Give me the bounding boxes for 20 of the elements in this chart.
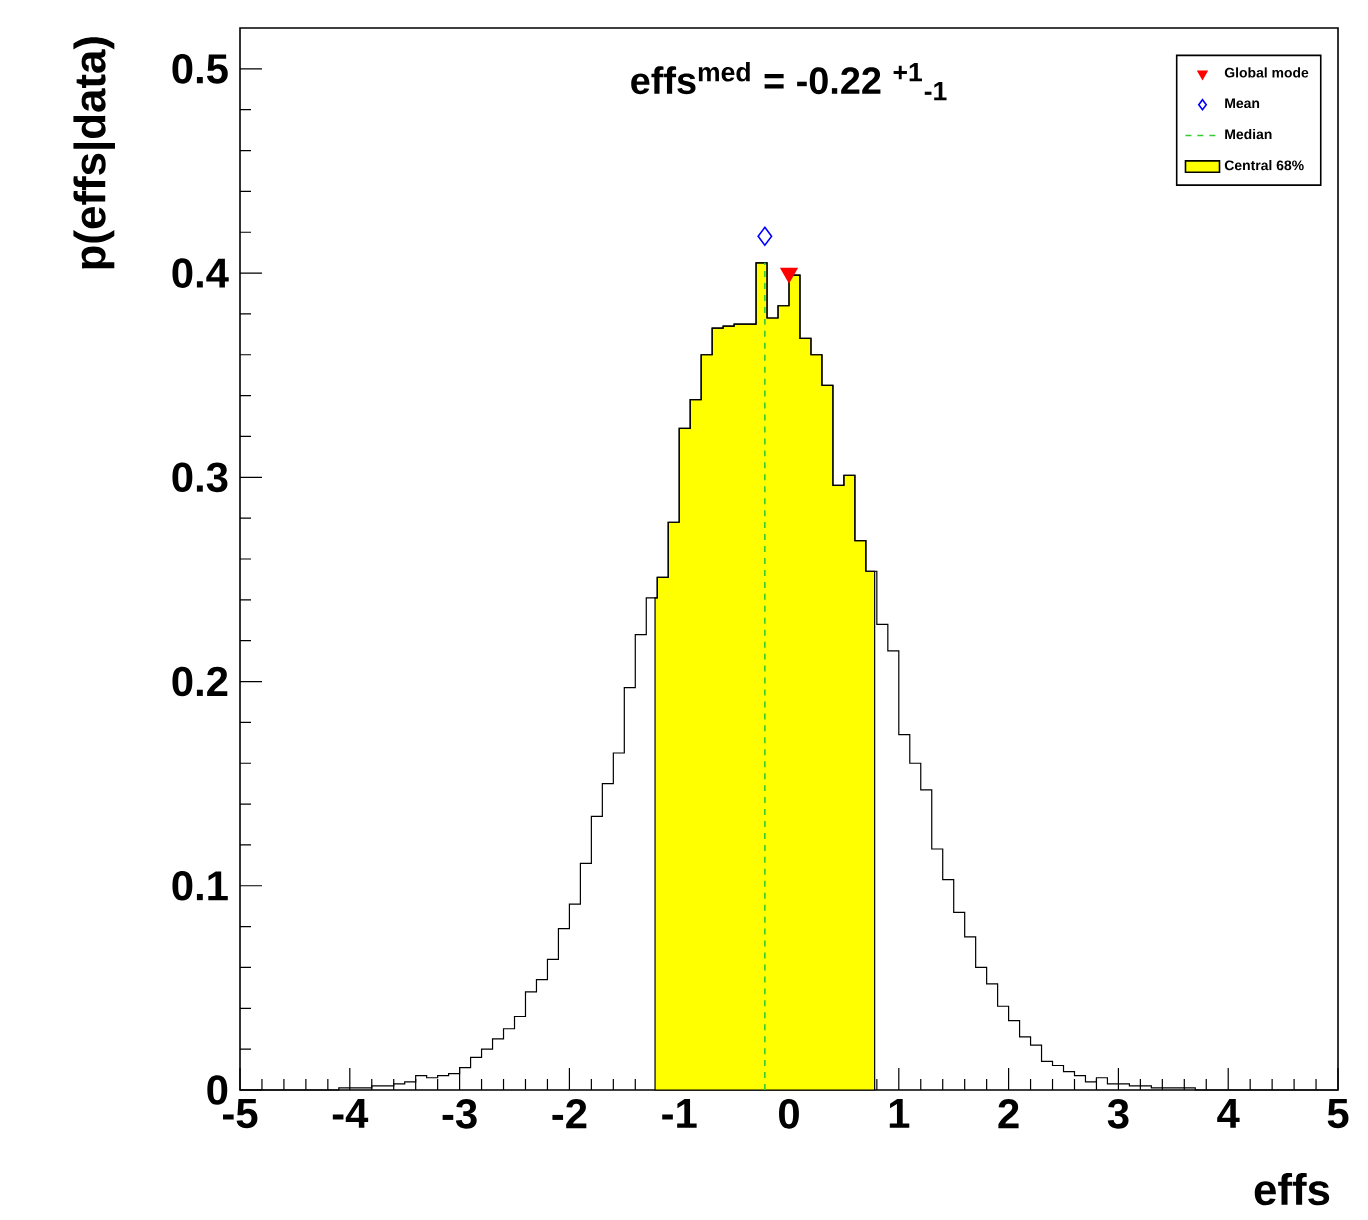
y-tick-label: 0.4: [172, 258, 229, 288]
x-tick-label: 0: [779, 1099, 799, 1129]
y-tick-label: 0.1: [172, 870, 228, 901]
x-tick-label: 1: [889, 1099, 910, 1128]
x-tick-label: 4: [1217, 1099, 1240, 1128]
x-tick-label: 5: [1327, 1099, 1349, 1129]
text: effs$^{med}$ = -0.22 $^{+1}$-1: [631, 62, 947, 101]
x-tick-label: -4: [332, 1099, 369, 1128]
x-tick-label: -5: [223, 1099, 258, 1129]
y-tick-label: 0.2: [172, 666, 228, 697]
x-tick-label: 2: [998, 1099, 1019, 1129]
x-tick-label: -1: [662, 1099, 697, 1128]
y-axis-title: p(effs|data): [73, 37, 115, 269]
y-tick-label: 0: [207, 1075, 228, 1105]
y-tick-label: 0.3: [172, 462, 228, 493]
x-tick-label: -3: [442, 1099, 477, 1129]
x-tick-label: 3: [1107, 1099, 1129, 1129]
y-tick-label: 0.5: [172, 54, 228, 84]
x-axis-title: effs: [1254, 1173, 1330, 1206]
x-tick-label: -2: [552, 1099, 587, 1129]
